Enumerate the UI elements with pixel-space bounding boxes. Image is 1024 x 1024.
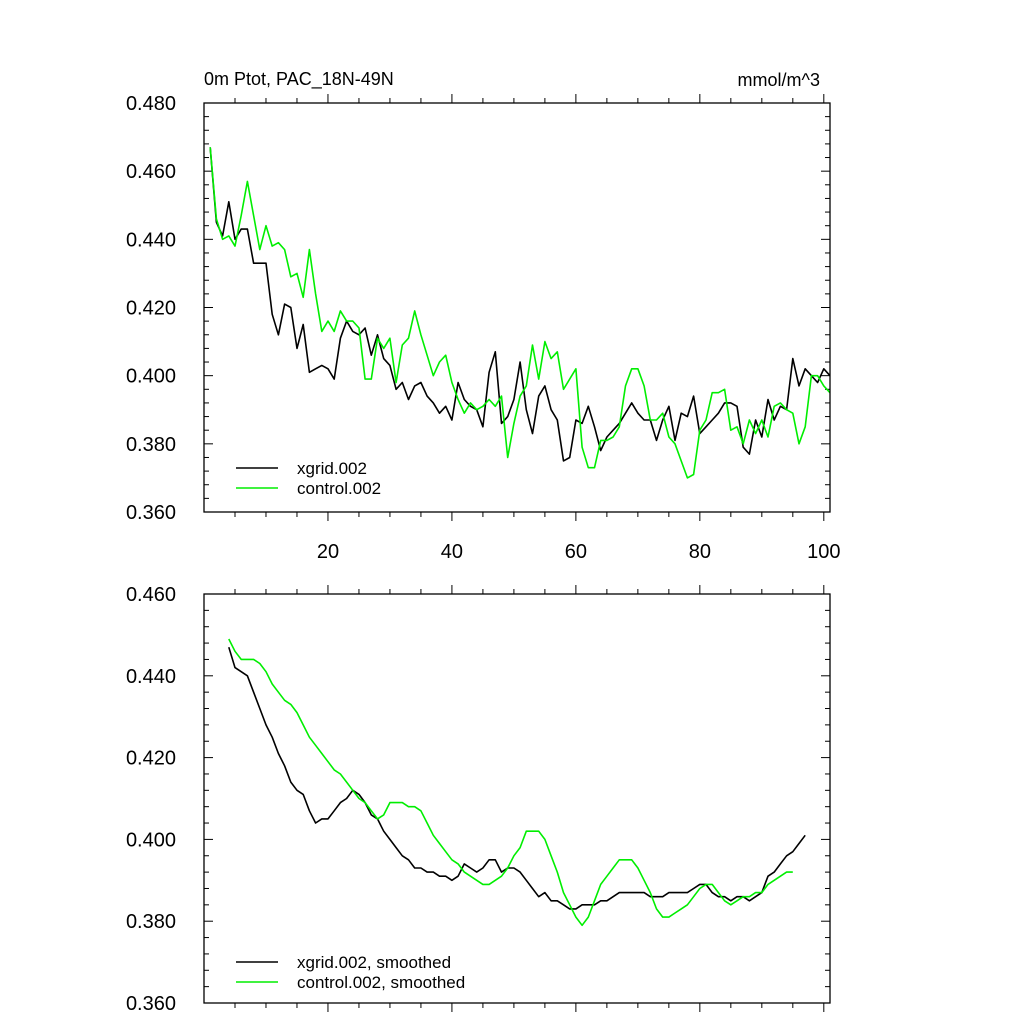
legend-label: control.002 bbox=[297, 479, 381, 498]
x-tick-label: 20 bbox=[317, 541, 339, 563]
series-line bbox=[209, 147, 831, 462]
x-tick-label: 60 bbox=[565, 541, 587, 563]
legend-label: control.002, smoothed bbox=[297, 973, 465, 992]
y-tick-label: 0.360 bbox=[126, 502, 176, 524]
top-panel: 0m Ptot, PAC_18N-49N mmol/m^3 0.360 0.380… bbox=[126, 69, 841, 563]
y-tick-label: 0.400 bbox=[126, 829, 176, 851]
bottom-panel: 0.360 0.380 0.400 0.420 0.440 0.460 xgrid.002… bbox=[126, 584, 831, 1015]
x-tick-label: 40 bbox=[441, 541, 463, 563]
y-tick-label: 0.460 bbox=[126, 161, 176, 183]
y-tick-label: 0.460 bbox=[126, 584, 176, 606]
y-tick-label: 0.380 bbox=[126, 434, 176, 456]
plot-frame bbox=[203, 102, 831, 513]
legend-label: xgrid.002 bbox=[297, 459, 367, 478]
legend-label: xgrid.002, smoothed bbox=[297, 953, 451, 972]
y-tick-label: 0.420 bbox=[126, 748, 176, 770]
y-tick-label: 0.380 bbox=[126, 911, 176, 933]
y-tick-label: 0.440 bbox=[126, 229, 176, 251]
x-tick-label: 100 bbox=[807, 541, 840, 563]
y-tick-label: 0.420 bbox=[126, 298, 176, 320]
series-line bbox=[209, 147, 831, 479]
y-tick-label: 0.400 bbox=[126, 366, 176, 388]
chart-title: 0m Ptot, PAC_18N-49N bbox=[204, 69, 394, 90]
y-tick-label: 0.480 bbox=[126, 93, 176, 115]
plot-frame bbox=[203, 593, 831, 1004]
x-tick-label: 80 bbox=[689, 541, 711, 563]
units-label: mmol/m^3 bbox=[738, 70, 820, 90]
y-tick-label: 0.360 bbox=[126, 993, 176, 1015]
y-tick-label: 0.440 bbox=[126, 666, 176, 688]
series-line bbox=[228, 646, 806, 910]
series-line bbox=[228, 638, 793, 927]
